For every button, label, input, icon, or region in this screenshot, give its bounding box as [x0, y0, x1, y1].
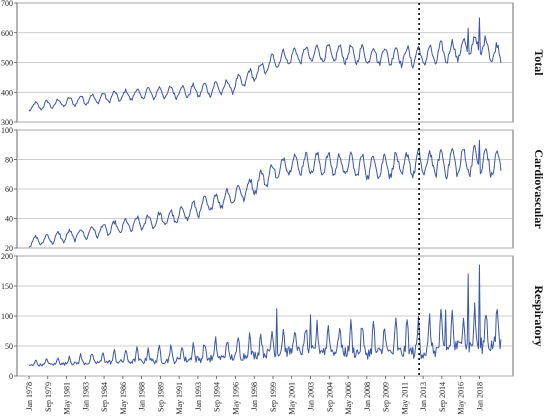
- y-tick-label: 150: [1, 282, 13, 291]
- x-tick-label: Sep 1979: [44, 382, 53, 412]
- x-tick-label: Sep 2009: [382, 382, 391, 412]
- series-line-total: [28, 17, 502, 112]
- x-tick-label: Jan 1993: [194, 382, 203, 411]
- x-tick-label: Jan 1978: [25, 382, 34, 411]
- y-tick-label: 500: [1, 59, 13, 68]
- y-tick-label: 100: [1, 126, 13, 135]
- panel-respiratory: 0 50 100 150 200 Respiratory: [1, 252, 546, 381]
- panel-title: Total: [532, 49, 546, 76]
- y-tick-label: 400: [1, 88, 13, 97]
- y-tick-label: 700: [1, 0, 13, 8]
- panel-title: Respiratory: [532, 285, 546, 346]
- x-tick-label: May 2006: [344, 382, 353, 415]
- y-tick-label: 0: [9, 372, 13, 381]
- panel-total: 300 400 500 600 700 Total: [1, 0, 546, 127]
- panel-cardiovascular: 20 40 60 80 100 Cardiovascular: [1, 126, 546, 253]
- x-tick-label: Jan 2008: [363, 382, 372, 411]
- x-tick-label: Jan 1983: [81, 382, 90, 411]
- x-tick-label: May 1991: [175, 382, 184, 415]
- y-tick-label: 300: [1, 118, 13, 127]
- y-tick-label: 100: [1, 312, 13, 321]
- x-tick-label: May 1996: [231, 382, 240, 415]
- x-tick-label: Sep 1989: [156, 382, 165, 412]
- x-axis: Jan 1978 Sep 1979 May 1981 Jan 1983 Sep 1984…: [25, 376, 484, 415]
- x-tick-label: May 1981: [63, 382, 72, 415]
- y-tick-label: 80: [5, 156, 13, 165]
- y-tick-label: 600: [1, 29, 13, 38]
- x-tick-label: Sep 1994: [213, 382, 222, 412]
- y-tick-label: 20: [5, 244, 13, 253]
- x-tick-label: Sep 1984: [100, 382, 109, 412]
- x-tick-label: May 2011: [400, 382, 409, 414]
- y-tick-label: 200: [1, 252, 13, 261]
- x-tick-label: Sep 2014: [438, 382, 447, 412]
- y-tick-label: 60: [5, 185, 13, 194]
- x-tick-label: May 1986: [119, 382, 128, 415]
- panel-title: Cardiovascular: [532, 149, 546, 229]
- x-tick-label: Sep 1999: [269, 382, 278, 412]
- y-tick-label: 50: [5, 342, 13, 351]
- series-line-cardiovascular: [29, 139, 502, 248]
- x-tick-label: May 2016: [457, 382, 466, 415]
- panels-group: 300400500600700Total20406080100Cardiovas…: [1, 0, 546, 381]
- x-tick-label: Sep 2004: [325, 382, 334, 412]
- x-tick-label: Jan 1988: [138, 382, 147, 411]
- x-tick-label: Jan 2018: [475, 382, 484, 411]
- y-tick-label: 40: [5, 215, 13, 224]
- x-tick-label: May 2001: [288, 382, 297, 415]
- series-line-respiratory: [28, 264, 502, 367]
- x-tick-label: Jan 1998: [250, 382, 259, 411]
- x-tick-label: Jan 2013: [419, 382, 428, 411]
- x-tick-label: Jan 2003: [307, 382, 316, 411]
